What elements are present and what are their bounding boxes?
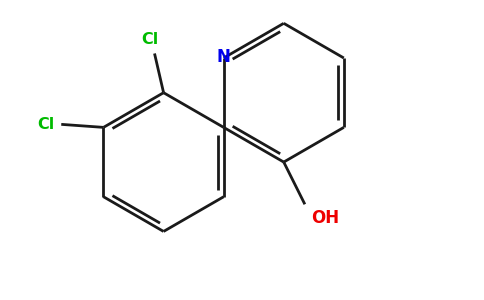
- Text: Cl: Cl: [37, 117, 54, 132]
- Text: OH: OH: [311, 209, 339, 227]
- Text: N: N: [217, 48, 230, 66]
- Text: Cl: Cl: [141, 32, 158, 47]
